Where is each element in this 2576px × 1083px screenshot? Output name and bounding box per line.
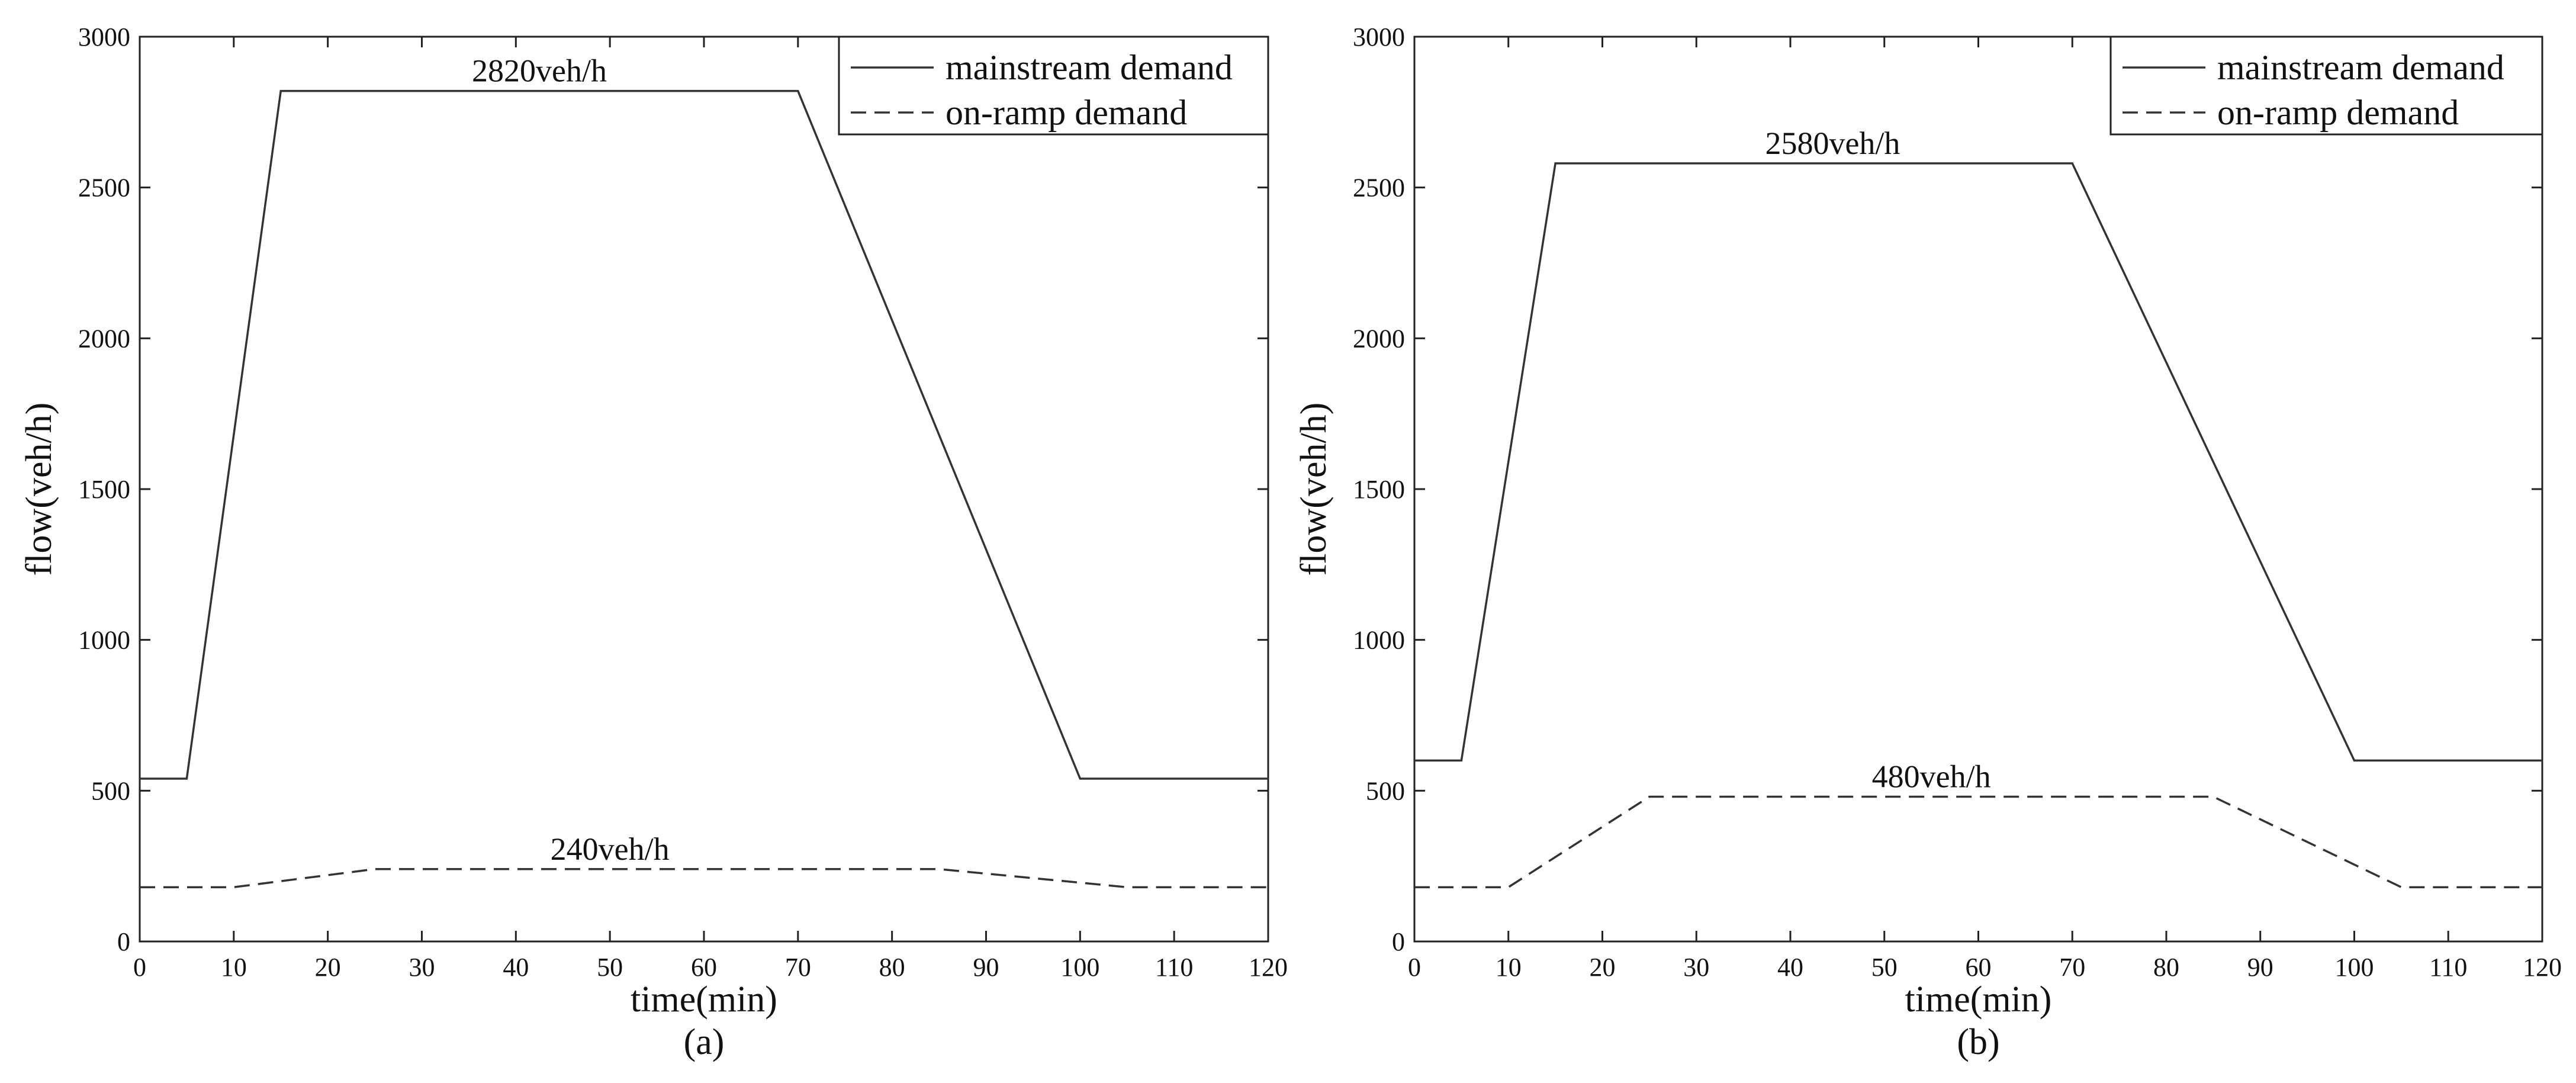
chart-panel-b: 0 10 20 30 40 50 60 70 80 90 100 110 120 0 500 1000 1500…	[1294, 23, 2562, 1062]
x-tick-label: 120	[1249, 953, 1288, 982]
x-tick-label: 90	[973, 953, 999, 982]
x-tick-label: 100	[2335, 953, 2374, 982]
legend-box	[2109, 36, 2543, 136]
chart-panel-a: 0 10 20 30 40 50 60 70 80 90 100 110 120 0 500 1000 1500…	[19, 23, 1288, 1062]
y-tick-label: 1000	[78, 626, 130, 655]
y-tick-label: 0	[117, 927, 130, 956]
x-tick-label: 50	[1871, 953, 1898, 982]
x-tick-label: 120	[2523, 953, 2562, 982]
x-tick-label: 110	[1155, 953, 1193, 982]
x-tick-label: 80	[879, 953, 905, 982]
legend-box	[838, 36, 1269, 136]
x-tick-label: 70	[2059, 953, 2085, 982]
plot-area-frame	[1413, 36, 2543, 943]
x-tick-label: 40	[1777, 953, 1803, 982]
y-tick-label: 1500	[1353, 475, 1405, 504]
legend-entry-label: on-ramp demand	[2217, 93, 2459, 132]
x-tick-label: 70	[785, 953, 811, 982]
value-annotation: 2820veh/h	[472, 53, 607, 89]
y-tick-label: 2000	[1353, 324, 1405, 353]
legend-entry-label: mainstream demand	[946, 48, 1233, 87]
y-tick-label: 3000	[78, 23, 130, 52]
y-tick-label: 500	[1366, 776, 1405, 805]
x-tick-label: 30	[1683, 953, 1709, 982]
x-tick-label: 20	[315, 953, 341, 982]
x-tick-label: 20	[1590, 953, 1616, 982]
x-tick-label: 90	[2247, 953, 2273, 982]
y-tick-label: 0	[1392, 927, 1405, 956]
y-tick-label: 1000	[1353, 626, 1405, 655]
mainstream-demand-line	[1414, 162, 2542, 762]
y-tick-label: 2500	[78, 173, 130, 203]
plot-area-frame	[139, 36, 1269, 943]
panel-label: (a)	[684, 1022, 725, 1062]
x-tick-label: 80	[2153, 953, 2179, 982]
y-tick-label: 3000	[1353, 23, 1405, 52]
x-tick-label: 50	[597, 953, 623, 982]
mainstream-demand-line	[140, 89, 1268, 780]
y-tick-label: 500	[91, 776, 130, 805]
on-ramp-demand-line	[1414, 795, 2542, 889]
value-annotation: 240veh/h	[551, 831, 670, 867]
x-axis-label: time(min)	[1905, 979, 2052, 1020]
on-ramp-demand-line	[140, 868, 1268, 889]
legend: mainstream demand on-ramp demand	[2109, 36, 2543, 136]
x-axis-label: time(min)	[631, 979, 777, 1020]
x-tick-label: 0	[133, 953, 146, 982]
value-annotation: 480veh/h	[1872, 759, 1991, 795]
y-tick-label: 2500	[1353, 173, 1405, 203]
y-tick-label: 1500	[78, 475, 130, 504]
x-tick-label: 110	[2429, 953, 2467, 982]
legend-entry-label: on-ramp demand	[946, 93, 1187, 132]
x-tick-label: 40	[503, 953, 529, 982]
legend-entry-label: mainstream demand	[2217, 48, 2504, 87]
y-axis-label: flow(veh/h)	[1294, 403, 1334, 576]
x-tick-label: 60	[691, 953, 717, 982]
y-tick-label: 2000	[78, 324, 130, 353]
x-tick-label: 0	[1408, 953, 1421, 982]
legend: mainstream demand on-ramp demand	[838, 36, 1269, 136]
panel-label: (b)	[1957, 1022, 1999, 1062]
x-tick-label: 30	[409, 953, 435, 982]
x-tick-label: 100	[1060, 953, 1099, 982]
x-tick-label: 10	[221, 953, 247, 982]
value-annotation: 2580veh/h	[1765, 126, 1900, 161]
x-tick-label: 10	[1496, 953, 1522, 982]
y-axis-label: flow(veh/h)	[19, 403, 59, 576]
x-tick-label: 60	[1966, 953, 1992, 982]
